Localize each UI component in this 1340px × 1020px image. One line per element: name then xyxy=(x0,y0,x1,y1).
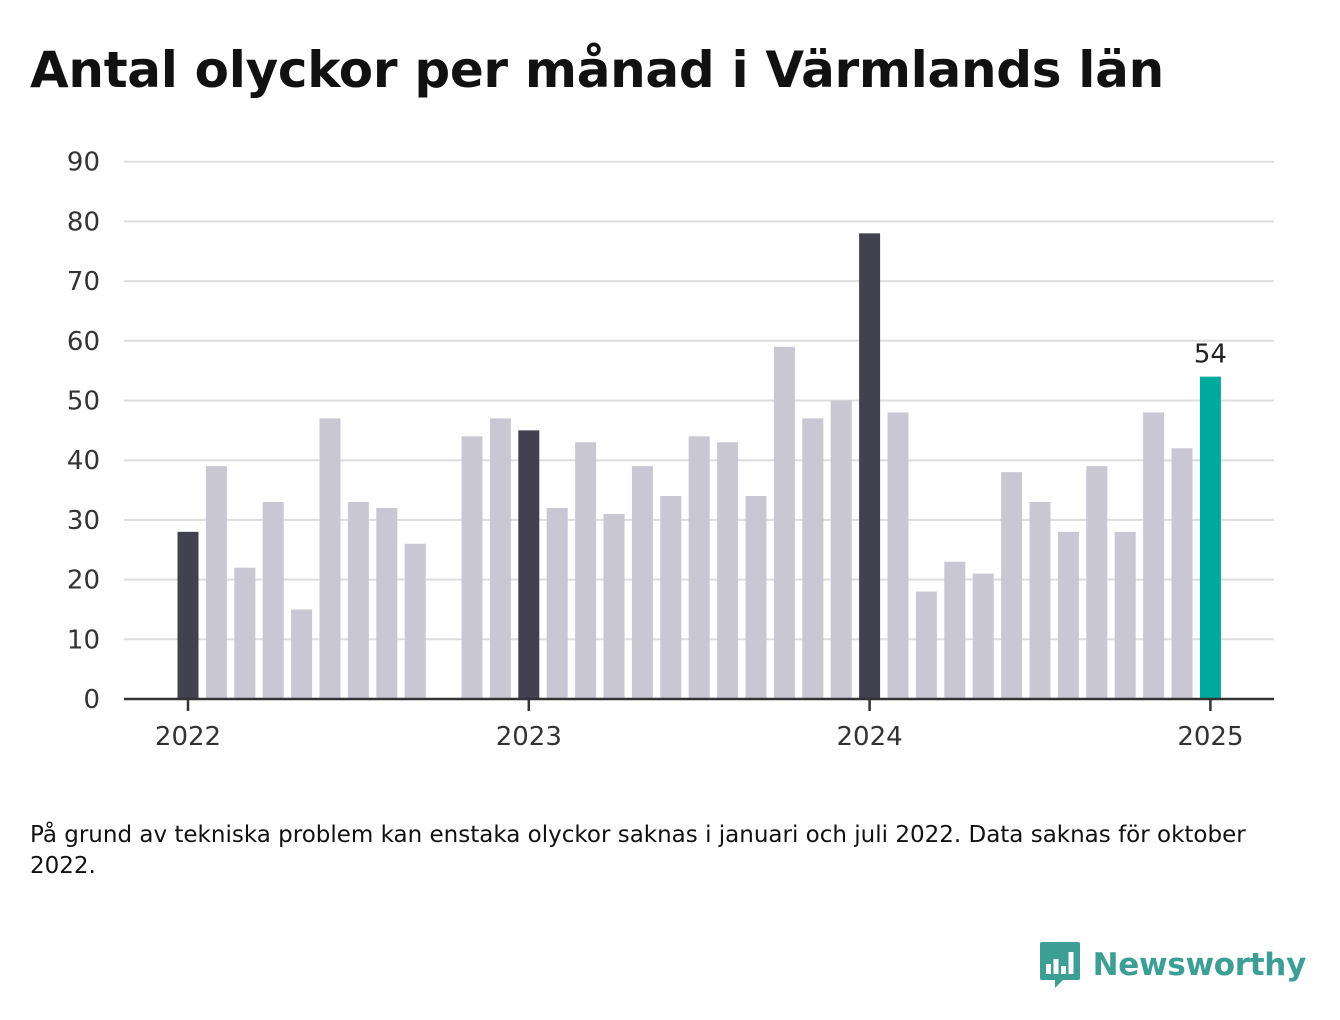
footnote: På grund av tekniska problem kan enstaka… xyxy=(30,822,1246,879)
bar-2023-03 xyxy=(575,442,597,699)
bar-2023-07 xyxy=(688,436,710,699)
bar-2024-02 xyxy=(887,412,909,699)
x-tick-label: 2025 xyxy=(1177,722,1243,752)
bar-2024-10 xyxy=(1114,531,1136,699)
bar-2023-05 xyxy=(631,466,653,699)
bar-2024-05 xyxy=(972,573,994,699)
bar-2022-02 xyxy=(205,466,227,699)
bar-2024-04 xyxy=(944,561,966,699)
y-tick-label: 70 xyxy=(67,267,100,297)
bar-2023-10 xyxy=(773,346,795,699)
bar-2023-02 xyxy=(546,507,568,699)
bar-2024-07 xyxy=(1029,501,1051,699)
bars xyxy=(177,233,1221,699)
y-tick-label: 10 xyxy=(67,625,100,655)
bar-2022-12 xyxy=(489,418,511,699)
bar-2023-04 xyxy=(603,513,625,699)
bar-2024-03 xyxy=(915,591,937,699)
page-title: Antal olyckor per månad i Värmlands län xyxy=(30,41,1164,99)
bar-2024-08 xyxy=(1057,531,1079,699)
bar-2023-06 xyxy=(660,496,682,699)
bar-2024-12 xyxy=(1171,448,1193,699)
y-tick-label: 50 xyxy=(67,387,100,417)
bar-2022-01 xyxy=(177,531,199,699)
bar-2025-01 xyxy=(1199,376,1221,699)
bar-2022-07 xyxy=(347,501,369,699)
y-axis-ticks: 0 10 20 30 40 50 60 70 80 90 xyxy=(67,148,100,715)
bar-2024-11 xyxy=(1143,412,1165,699)
bar-2023-12 xyxy=(830,400,852,699)
x-tick-label: 2023 xyxy=(496,722,562,752)
y-tick-label: 90 xyxy=(67,148,100,178)
bar-2022-03 xyxy=(234,567,256,699)
y-tick-label: 40 xyxy=(67,446,100,476)
bar-2022-05 xyxy=(291,609,313,699)
y-tick-label: 0 xyxy=(83,685,100,715)
bar-2024-01 xyxy=(859,233,881,699)
bar-chart: 0 10 20 30 40 50 60 70 80 90 2022 2023 2024 2025 54 xyxy=(67,148,1274,752)
bar-2023-09 xyxy=(745,496,767,699)
bar-chart-bubble-icon xyxy=(1039,942,1080,988)
bar-2024-06 xyxy=(1001,472,1023,699)
y-tick-label: 30 xyxy=(67,506,100,536)
bar-2022-09 xyxy=(404,543,426,699)
bar-2022-06 xyxy=(319,418,341,699)
data-labels: 54 xyxy=(1194,340,1227,370)
y-tick-label: 60 xyxy=(67,327,100,357)
brand-logo: Newsworthy xyxy=(1039,940,1306,990)
x-tick-label: 2022 xyxy=(155,722,221,752)
data-label-latest: 54 xyxy=(1194,340,1227,370)
bar-2023-08 xyxy=(717,442,739,699)
bar-2022-11 xyxy=(461,436,483,699)
x-axis-ticks: 2022 2023 2024 2025 xyxy=(155,699,1243,752)
bar-2022-04 xyxy=(262,501,284,699)
bar-2022-08 xyxy=(376,507,398,699)
bar-2024-09 xyxy=(1086,466,1108,699)
bar-2023-11 xyxy=(802,418,824,699)
x-tick-label: 2024 xyxy=(837,722,903,752)
bar-2023-01 xyxy=(518,430,540,699)
brand-name: Newsworthy xyxy=(1092,947,1307,983)
y-tick-label: 80 xyxy=(67,207,100,237)
y-tick-label: 20 xyxy=(67,566,100,596)
